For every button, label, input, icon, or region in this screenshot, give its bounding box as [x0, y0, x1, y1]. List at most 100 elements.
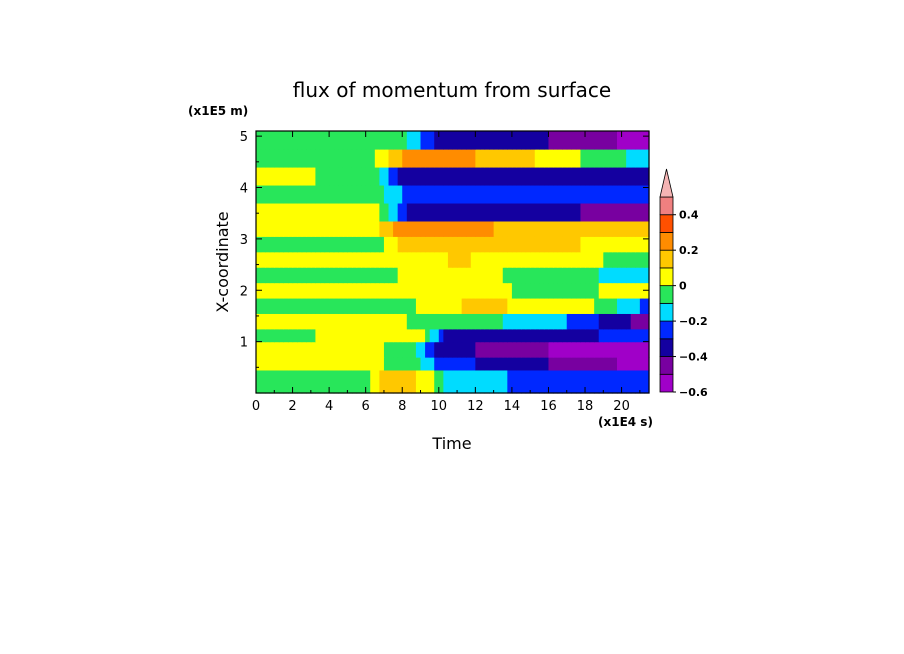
field-cell — [452, 184, 458, 204]
field-cell — [434, 184, 440, 204]
x-tick-label: 20 — [613, 399, 630, 414]
field-cell — [585, 202, 591, 222]
field-cell — [466, 236, 472, 253]
field-cell — [585, 184, 591, 204]
field-cell — [438, 166, 444, 186]
field-cell — [383, 282, 390, 299]
field-cell — [333, 220, 339, 237]
field-cell — [365, 236, 371, 253]
field-cell — [493, 357, 499, 371]
field-cell — [379, 357, 385, 371]
field-cell — [571, 251, 577, 268]
field-cell — [425, 297, 431, 314]
field-cell — [598, 148, 604, 168]
field-cell — [425, 236, 431, 253]
field-cell — [292, 328, 298, 343]
field-cell — [452, 166, 458, 186]
y-tick-label: 3 — [240, 233, 248, 248]
field-cell — [306, 220, 312, 237]
field-cell — [292, 148, 298, 168]
field-cell — [557, 236, 563, 253]
field-cell — [402, 297, 408, 314]
field-cell — [379, 148, 385, 168]
field-cell — [338, 369, 344, 394]
field-cell — [626, 369, 632, 394]
x-axis: 0 2 4 6 8 10 12 14 16 18 20 — [252, 131, 641, 414]
field-cell — [333, 357, 339, 371]
field-cell — [306, 184, 312, 204]
field-cell — [333, 297, 339, 314]
plot-area — [255, 130, 650, 394]
field-cell — [342, 328, 348, 343]
field-cell — [580, 251, 586, 268]
field-cell — [447, 236, 454, 253]
field-cell — [315, 297, 321, 314]
field-cell — [443, 131, 449, 150]
field-cell — [292, 184, 298, 204]
field-cell — [370, 267, 376, 284]
field-cell — [324, 251, 330, 268]
field-cell — [269, 184, 275, 204]
field-cell — [356, 357, 362, 371]
field-cell — [319, 297, 326, 314]
field-cell — [539, 341, 545, 358]
field-cell — [543, 313, 550, 330]
field-cell — [630, 341, 636, 358]
field-cell — [283, 202, 289, 222]
field-cell — [425, 369, 431, 394]
field-cell — [347, 131, 353, 150]
field-cell — [626, 267, 632, 284]
field-cell — [383, 166, 390, 186]
field-cell — [612, 297, 618, 314]
field-cell — [338, 313, 344, 330]
field-cell — [516, 202, 522, 222]
field-cell — [630, 328, 636, 343]
field-cell — [429, 328, 435, 343]
field-cell — [534, 166, 540, 186]
field-cell — [580, 328, 586, 343]
field-cell — [562, 267, 568, 284]
field-cell — [493, 184, 499, 204]
field-cell — [489, 282, 495, 299]
field-cell — [260, 267, 266, 284]
field-cell — [310, 251, 317, 268]
field-cell — [470, 236, 476, 253]
field-cell — [301, 341, 307, 358]
field-cell — [475, 202, 481, 222]
field-cell — [393, 202, 399, 222]
field-cell — [475, 369, 481, 394]
field-cell — [530, 148, 536, 168]
field-cell — [521, 341, 527, 358]
field-cell — [575, 220, 582, 237]
field-cell — [306, 369, 312, 394]
field-cell — [639, 297, 646, 314]
field-cell — [548, 328, 554, 343]
field-cell — [452, 297, 458, 314]
field-cell — [493, 166, 499, 186]
field-cell — [342, 236, 348, 253]
field-cell — [365, 202, 371, 222]
field-cell — [329, 202, 335, 222]
field-cell — [319, 131, 326, 150]
field-cell — [356, 267, 362, 284]
field-cell — [594, 328, 600, 343]
field-cell — [516, 341, 522, 358]
field-cell — [283, 328, 289, 343]
field-cell — [607, 328, 614, 343]
field-cell — [402, 131, 408, 150]
field-cell — [479, 369, 486, 394]
field-cell — [329, 148, 335, 168]
field-cell — [329, 236, 335, 253]
field-cell — [479, 282, 486, 299]
field-cell — [274, 148, 280, 168]
field-cell — [621, 297, 627, 314]
field-cell — [329, 251, 335, 268]
field-cell — [612, 148, 618, 168]
field-cell — [562, 220, 568, 237]
field-cell — [315, 313, 321, 330]
field-cell — [402, 313, 408, 330]
field-cell — [260, 220, 266, 237]
field-cell — [347, 357, 353, 371]
field-cell — [415, 282, 422, 299]
field-cell — [553, 220, 559, 237]
